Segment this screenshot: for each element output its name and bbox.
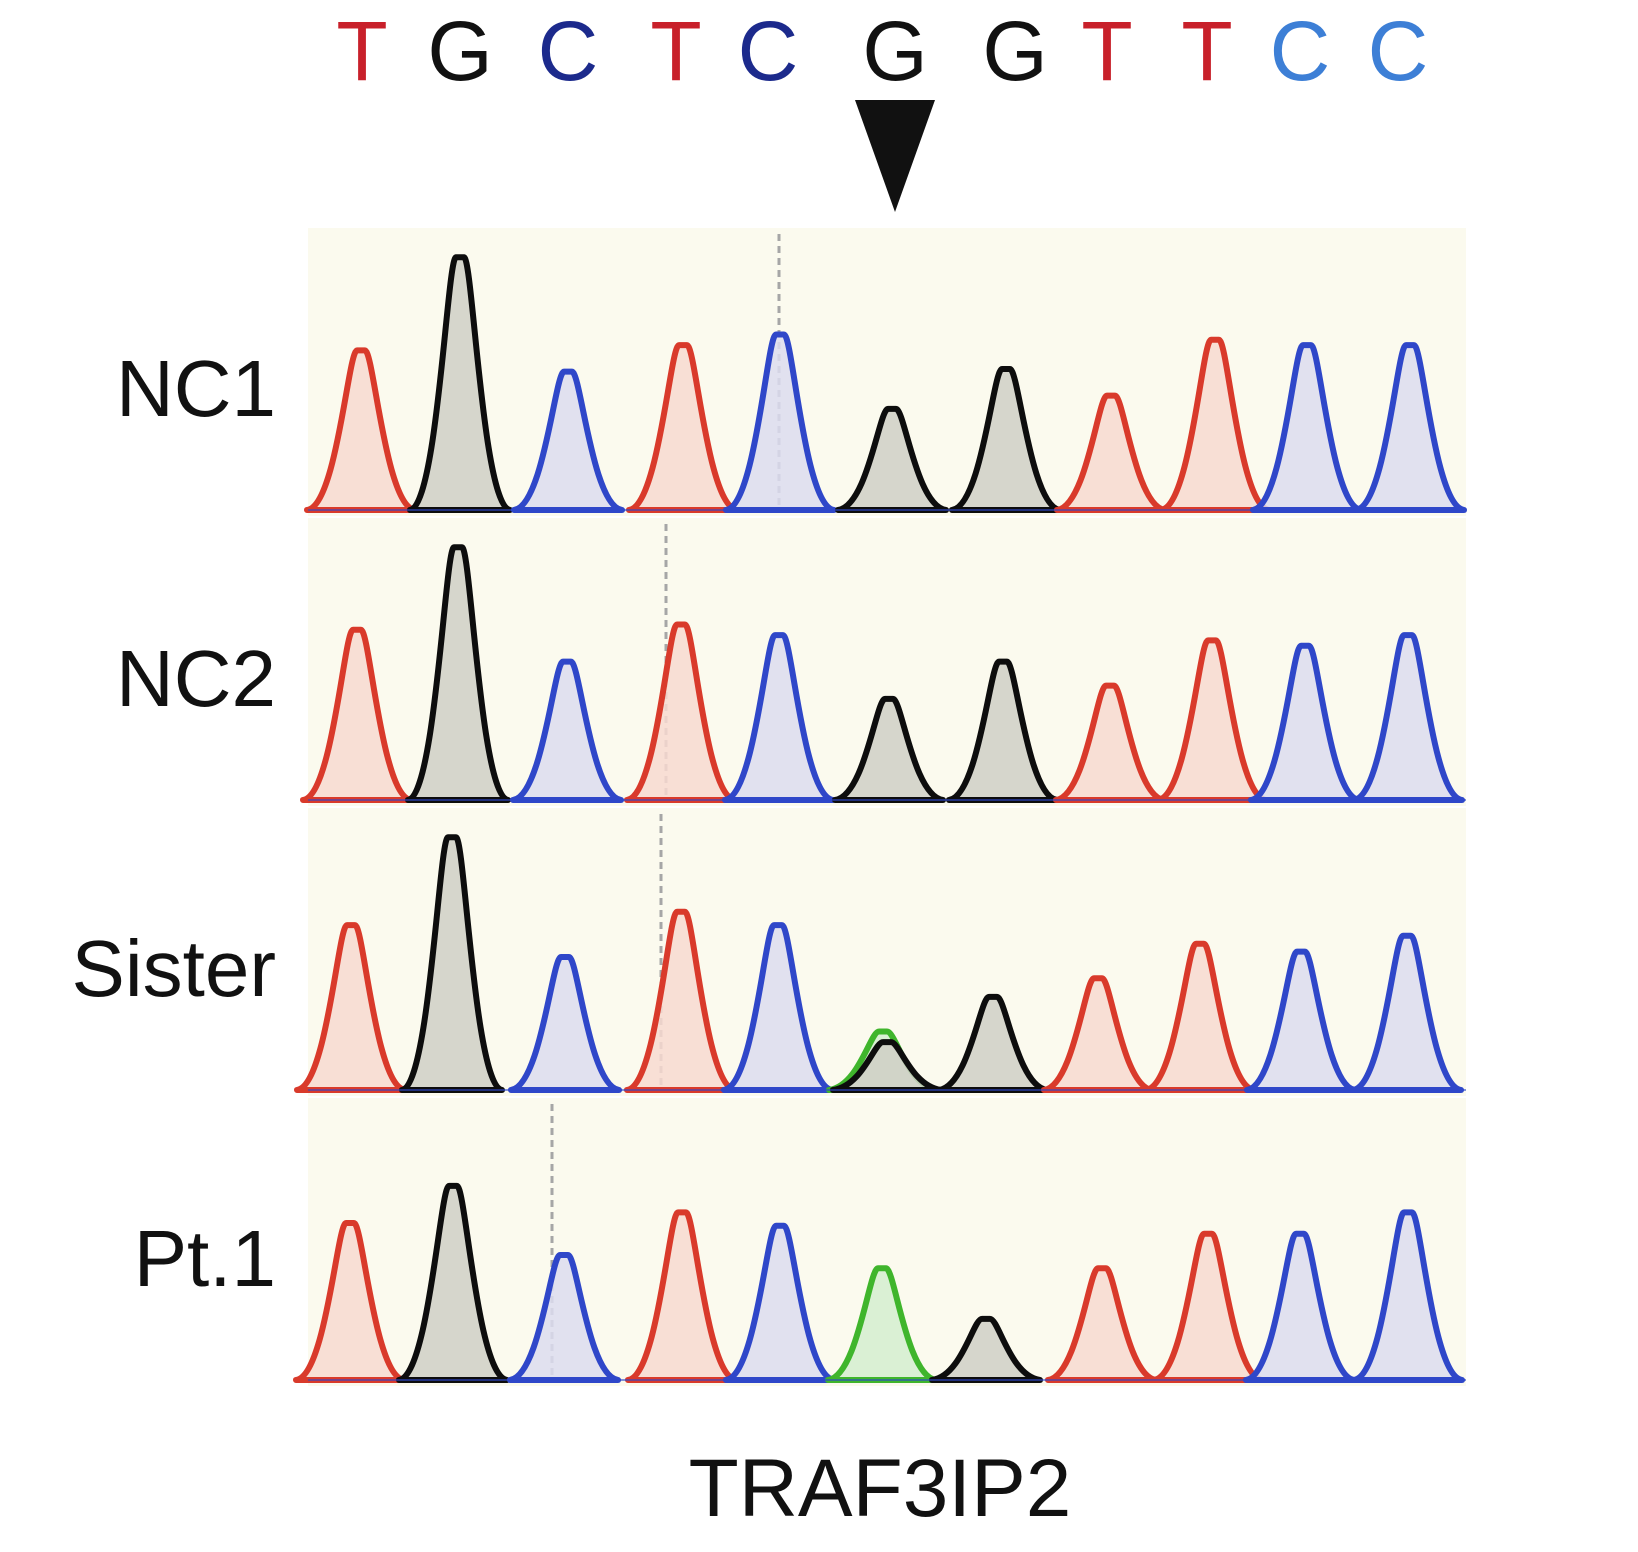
peak-T [1054,392,1168,513]
peak-T [624,908,738,1093]
peak-C [723,1222,837,1383]
peak-C [511,368,625,513]
peak-G [835,405,949,513]
gene-label: TRAF3IP2 [689,1443,1072,1534]
sequence-base: C [738,4,799,98]
peak-A [825,1265,939,1383]
arrowhead-down-icon [855,100,935,212]
peak-T [626,342,740,513]
sequence-base: C [1270,4,1331,98]
peak-C [1248,642,1362,803]
peak-G [832,695,946,803]
peak-C [721,922,835,1093]
peak-C [1244,948,1358,1093]
peak-T [294,922,408,1093]
sequence-base: T [1181,4,1232,98]
peak-G [936,993,1050,1093]
peak-T [1143,940,1257,1093]
chromatogram-tracks: NC1 NC2 Sister Pt.1 [72,228,1467,1386]
peak-T [1041,975,1155,1093]
peak-C [1351,1209,1465,1383]
peak-G [949,366,1063,513]
chromatogram-track: NC2 [116,518,1466,806]
peak-T [1053,682,1167,803]
sequence-base: T [336,4,387,98]
peak-G [407,254,513,513]
peak-C [1250,342,1364,513]
peak-T [300,626,414,803]
peak-C [722,632,836,803]
peak-C [1351,632,1465,803]
peak-G [396,1182,510,1383]
peak-C [510,658,624,803]
sequence-base: G [427,4,492,98]
sequence-base: C [538,4,599,98]
track-label: Sister [72,924,277,1013]
peak-G [929,1315,1043,1383]
peak-T [624,621,738,803]
peak-C [1353,342,1467,513]
sequence-base: G [862,4,927,98]
track-label: Pt.1 [134,1214,276,1303]
peak-C [723,331,837,513]
peak-T [1158,336,1272,513]
peak-C [1350,932,1464,1093]
peak-G [946,658,1060,803]
peak-T [1155,637,1269,803]
peak-C [507,1251,621,1383]
chromatogram-track: Sister [72,808,1466,1096]
sequence-base: T [650,4,701,98]
peak-G [399,834,505,1093]
sequence-base: G [982,4,1047,98]
peak-C [1243,1230,1357,1383]
peak-C [508,954,622,1093]
sequence-base: C [1368,4,1429,98]
track-label: NC1 [116,344,276,433]
chromatogram-track: NC1 [116,228,1467,516]
sequence-base: T [1081,4,1132,98]
track-label: NC2 [116,634,276,723]
peak-T [625,1209,739,1383]
chromatogram-track: Pt.1 [134,1098,1466,1386]
peak-T [304,347,418,513]
peak-T [1151,1230,1265,1383]
peak-T [293,1220,407,1383]
peak-G [830,1039,944,1093]
peak-G [405,544,511,803]
peak-T [1045,1265,1159,1383]
